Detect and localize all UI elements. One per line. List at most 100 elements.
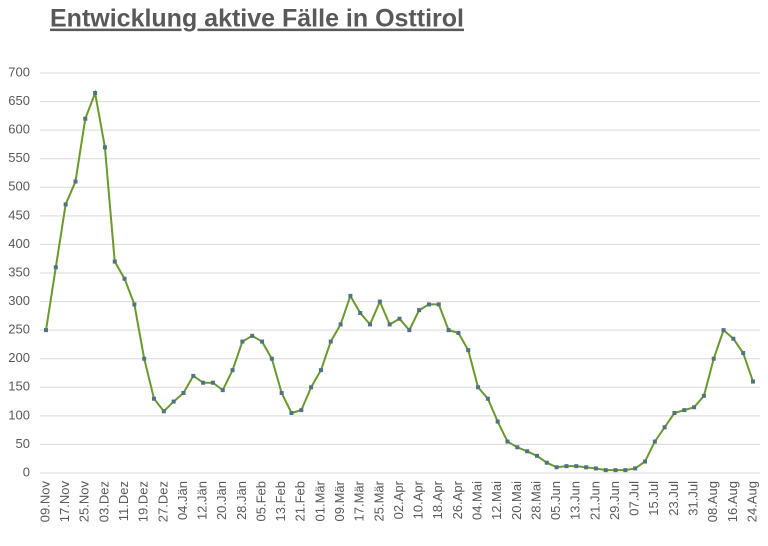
data-point bbox=[102, 145, 107, 150]
data-point bbox=[152, 396, 157, 401]
chart-title: Entwicklung aktive Fälle in Osttirol bbox=[50, 5, 464, 33]
x-tick-label: 25.Nov bbox=[77, 481, 92, 523]
x-tick-label: 10.Apr bbox=[411, 480, 426, 519]
y-tick-label: 400 bbox=[8, 236, 30, 251]
data-point bbox=[260, 339, 265, 344]
y-tick-label: 150 bbox=[8, 379, 30, 394]
data-point bbox=[122, 276, 127, 281]
data-point bbox=[269, 356, 274, 361]
data-point bbox=[348, 293, 353, 298]
data-line bbox=[45, 89, 754, 472]
data-point bbox=[210, 380, 215, 385]
x-tick-label: 08.Aug bbox=[705, 481, 720, 522]
data-point bbox=[584, 465, 589, 470]
data-point bbox=[652, 439, 657, 444]
data-point bbox=[721, 328, 726, 333]
y-tick-label: 650 bbox=[8, 93, 30, 108]
data-point bbox=[554, 465, 559, 470]
x-tick-label: 03.Dez bbox=[96, 481, 111, 522]
data-point bbox=[289, 411, 294, 415]
data-point bbox=[642, 459, 647, 464]
y-tick-label: 600 bbox=[8, 122, 30, 137]
x-tick-label: 05.Jun bbox=[548, 481, 563, 520]
x-tick-label: 16.Aug bbox=[725, 481, 740, 522]
data-point bbox=[662, 425, 667, 430]
x-tick-label: 17.Nov bbox=[57, 481, 72, 523]
x-tick-label: 21.Jun bbox=[587, 481, 602, 520]
data-point bbox=[426, 302, 431, 307]
x-tick-label: 01.Mär bbox=[312, 480, 327, 521]
data-point bbox=[505, 439, 510, 444]
data-point bbox=[377, 299, 382, 304]
y-tick-label: 500 bbox=[8, 179, 30, 194]
x-tick-label: 24.Aug bbox=[744, 481, 759, 522]
data-point bbox=[593, 466, 598, 471]
data-point bbox=[181, 391, 186, 395]
data-point bbox=[731, 336, 736, 341]
data-point bbox=[701, 393, 706, 398]
data-point bbox=[741, 351, 746, 355]
data-point bbox=[279, 391, 284, 395]
y-tick-label: 550 bbox=[8, 150, 30, 165]
x-tick-label: 04.Jän bbox=[175, 481, 190, 520]
data-point bbox=[112, 259, 117, 264]
x-tick-label: 19.Dez bbox=[136, 481, 151, 522]
data-point bbox=[534, 453, 539, 458]
data-point bbox=[525, 449, 530, 454]
y-tick-label: 100 bbox=[8, 407, 30, 422]
x-tick-label: 12.Jän bbox=[195, 481, 210, 520]
x-tick-label: 13.Feb bbox=[273, 481, 288, 521]
data-point bbox=[309, 385, 314, 390]
y-tick-label: 250 bbox=[8, 322, 30, 337]
x-tick-label: 04.Mai bbox=[469, 481, 484, 520]
y-tick-label: 200 bbox=[8, 350, 30, 365]
x-tick-label: 17.Mär bbox=[352, 480, 367, 521]
data-point bbox=[132, 302, 137, 307]
data-point bbox=[564, 464, 569, 469]
x-tick-label: 27.Dez bbox=[155, 481, 170, 522]
data-point bbox=[63, 202, 68, 207]
x-tick-label: 28.Mai bbox=[528, 481, 543, 520]
data-point bbox=[682, 408, 687, 413]
data-point bbox=[613, 468, 618, 473]
data-point bbox=[515, 445, 520, 450]
data-point bbox=[93, 91, 98, 95]
y-tick-label: 700 bbox=[8, 64, 30, 79]
data-point bbox=[751, 379, 755, 384]
data-point bbox=[623, 468, 628, 473]
data-point bbox=[485, 396, 490, 401]
data-point bbox=[161, 409, 166, 414]
y-tick-label: 350 bbox=[8, 264, 30, 279]
y-tick-label: 300 bbox=[8, 293, 30, 308]
data-point bbox=[574, 464, 579, 469]
data-point bbox=[692, 405, 697, 410]
data-point bbox=[672, 411, 677, 415]
x-tick-label: 07.Jul bbox=[627, 481, 642, 516]
data-point bbox=[476, 385, 481, 390]
y-tick-label: 450 bbox=[8, 207, 30, 222]
data-point bbox=[338, 322, 343, 327]
x-tick-label: 11.Dez bbox=[116, 481, 131, 521]
x-tick-label: 02.Apr bbox=[391, 480, 406, 519]
data-point bbox=[466, 348, 471, 353]
y-tick-label: 0 bbox=[23, 464, 30, 479]
x-tick-label: 20.Mai bbox=[509, 481, 524, 520]
data-point bbox=[201, 380, 206, 385]
data-point bbox=[83, 116, 88, 121]
data-point bbox=[191, 373, 196, 378]
x-tick-label: 23.Jul bbox=[666, 481, 681, 516]
data-point bbox=[633, 466, 638, 471]
data-point bbox=[603, 468, 608, 473]
y-tick-label: 50 bbox=[16, 436, 30, 451]
x-tick-label: 31.Jul bbox=[686, 481, 701, 516]
data-point bbox=[73, 179, 78, 184]
data-point bbox=[368, 322, 373, 327]
x-tick-label: 05.Feb bbox=[253, 481, 268, 521]
data-point bbox=[407, 328, 412, 333]
data-point bbox=[53, 265, 58, 270]
data-point bbox=[397, 316, 402, 321]
data-point bbox=[711, 356, 716, 361]
x-tick-label: 25.Mär bbox=[371, 480, 386, 521]
data-point bbox=[318, 368, 323, 373]
